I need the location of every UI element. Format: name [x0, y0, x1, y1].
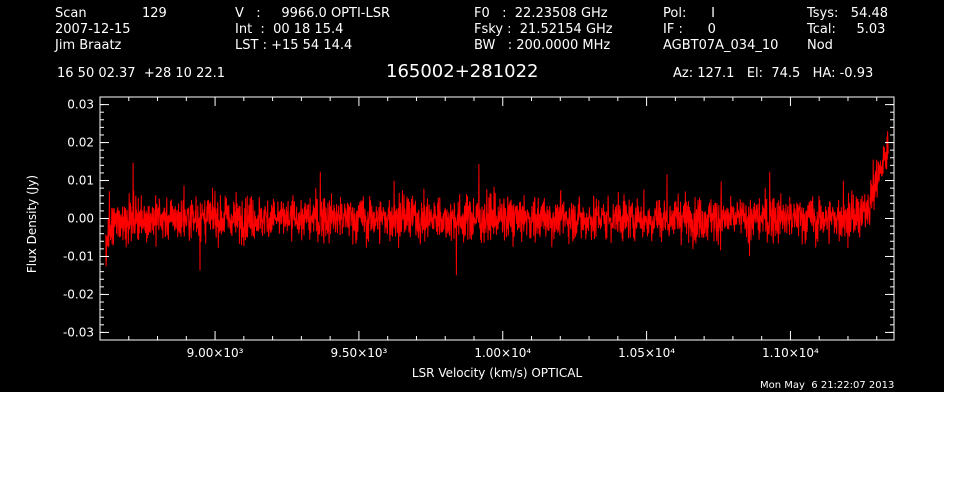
x-tick-label: 1.10×10⁴: [762, 346, 819, 360]
header-project: AGBT07A_034_10: [663, 38, 779, 53]
header-velocity: V : 9966.0 OPTI-LSR: [235, 6, 391, 21]
header-f0: F0 : 22.23508 GHz: [474, 6, 608, 21]
x-axis-label: LSR Velocity (km/s) OPTICAL: [412, 366, 583, 380]
y-tick-label: -0.03: [63, 325, 94, 339]
header-scan-label: Scan: [55, 6, 87, 21]
y-tick-label: 0.00: [67, 212, 94, 226]
y-tick-label: -0.01: [63, 249, 94, 263]
header-bandwidth: BW : 200.0000 MHz: [474, 38, 611, 53]
spectrum-chart: -0.03 -0.02 -0.01 0.00 0.01 0.02 0.03 9.00×10³ 9…: [25, 96, 895, 380]
y-tick-label: 0.01: [67, 174, 94, 188]
header-source-name: 165002+281022: [386, 61, 539, 82]
x-tick-label: 9.50×10³: [330, 346, 387, 360]
header-date: 2007-12-15: [55, 22, 131, 37]
header-nod: Nod: [807, 38, 833, 53]
x-tick-label: 9.00×10³: [187, 346, 244, 360]
header-scan-number: 129: [142, 6, 167, 21]
header-integration: Int : 00 18 15.4: [235, 22, 344, 37]
y-tick-label: 0.02: [67, 136, 94, 150]
header-pol: Pol: I: [663, 6, 715, 21]
series-layer: [105, 131, 889, 276]
header-coordinates: 16 50 02.37 +28 10 22.1: [57, 66, 226, 81]
header-observer: Jim Braatz: [55, 38, 122, 53]
header-fsky: Fsky : 21.52154 GHz: [474, 22, 613, 37]
footer-timestamp: Mon May 6 21:22:07 2013: [760, 380, 895, 391]
y-axis-label: Flux Density (Jy): [25, 175, 39, 273]
y-tick-label: 0.03: [67, 98, 94, 112]
header-pointing: Az: 127.1 El: 74.5 HA: -0.93: [673, 66, 874, 81]
header-if: IF : 0: [663, 22, 716, 37]
plot-panel: Scan 129 2007-12-15 Jim Braatz V : 9966.…: [0, 0, 944, 392]
y-tick-label: -0.02: [63, 287, 94, 301]
header-lst: LST : +15 54 14.4: [235, 38, 353, 53]
header-tsys: Tsys: 54.48: [807, 6, 889, 21]
spectrum-series-line: [105, 131, 889, 276]
header-tcal: Tcal: 5.03: [807, 22, 886, 37]
axes-layer: -0.03 -0.02 -0.01 0.00 0.01 0.02 0.03 9.00×10³ 9…: [63, 96, 895, 360]
x-tick-label: 1.00×10⁴: [474, 346, 531, 360]
x-tick-label: 1.05×10⁴: [618, 346, 675, 360]
